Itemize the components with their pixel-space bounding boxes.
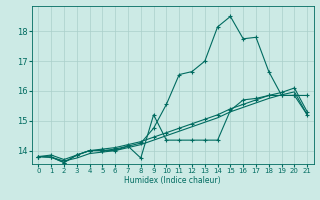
- X-axis label: Humidex (Indice chaleur): Humidex (Indice chaleur): [124, 176, 221, 185]
